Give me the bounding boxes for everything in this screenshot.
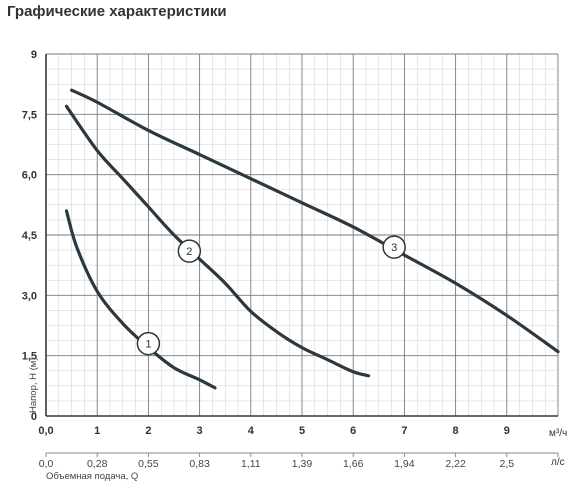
- series-label-circle-2: [177, 239, 202, 263]
- grid-major: [46, 53, 559, 416]
- series-line-1: [64, 209, 217, 390]
- x2-tick-label: 0,55: [138, 458, 159, 470]
- y-axis-ticks: 0 1,5 3,0 4,5 6,0 7,5 9: [22, 49, 37, 423]
- x-tick-label: 6: [350, 425, 356, 437]
- y-tick-label: 6,0: [22, 170, 37, 182]
- y-tick-label: 0: [31, 411, 37, 423]
- x2-tick-label: 1,94: [394, 458, 415, 470]
- x-tick-label: 2: [145, 425, 151, 437]
- x-tick-label: 4: [248, 425, 255, 437]
- page-title: Графические характеристики: [7, 3, 227, 20]
- x2-tick-label: 0,28: [87, 458, 108, 470]
- series-label-2: 2: [186, 246, 192, 258]
- x2-axis-unit: л/с: [551, 457, 565, 468]
- y-tick-label: 7,5: [22, 109, 37, 121]
- y-axis-title: Напор, H (м): [28, 358, 39, 414]
- x2-tick-label: 2,5: [499, 458, 514, 470]
- x-axis-unit: м³/ч: [549, 428, 567, 439]
- x2-tick-label: 2,22: [445, 458, 466, 470]
- x2-tick-label: 1,11: [241, 458, 261, 470]
- x-tick-label: 9: [504, 425, 510, 437]
- x-tick-label: 3: [197, 425, 203, 437]
- x-tick-label: 1: [94, 425, 100, 437]
- y-tick-label: 1,5: [22, 351, 37, 363]
- x2-tick-label: 0,83: [189, 458, 210, 470]
- series-line-3: [70, 88, 560, 354]
- y-tick-label: 4,5: [22, 230, 37, 242]
- x2-axis-ticks: 0,0 0,28 0,55 0,83 1,11 1,39 1,66 1,94 2,22 2,5: [39, 458, 515, 470]
- y-tick-label: 3,0: [22, 290, 37, 302]
- series-label-1: 1: [145, 339, 151, 351]
- x2-tick-label: 1,66: [343, 458, 364, 470]
- series-labels: 1 2 3: [136, 235, 406, 356]
- series-label-circle-1: [136, 331, 161, 356]
- chart-axes: [45, 54, 559, 457]
- series-curves: [64, 88, 560, 390]
- x-tick-label: 7: [401, 425, 407, 437]
- x2-tick-label: 0,0: [39, 458, 54, 470]
- x-axis-title: Объемная подача, Q: [46, 471, 138, 482]
- y-tick-label: 9: [31, 49, 37, 61]
- x-tick-label: 8: [453, 425, 459, 437]
- series-label-3: 3: [391, 242, 397, 254]
- x2-tick-label: 1,39: [292, 458, 313, 470]
- x-tick-label: 5: [299, 425, 305, 437]
- series-line-2: [64, 104, 371, 378]
- x-axis-ticks: 0,0 1 2 3 4 5 6 7 8 9: [38, 425, 510, 437]
- x-tick-label: 0,0: [38, 425, 53, 437]
- series-label-circle-3: [382, 235, 406, 259]
